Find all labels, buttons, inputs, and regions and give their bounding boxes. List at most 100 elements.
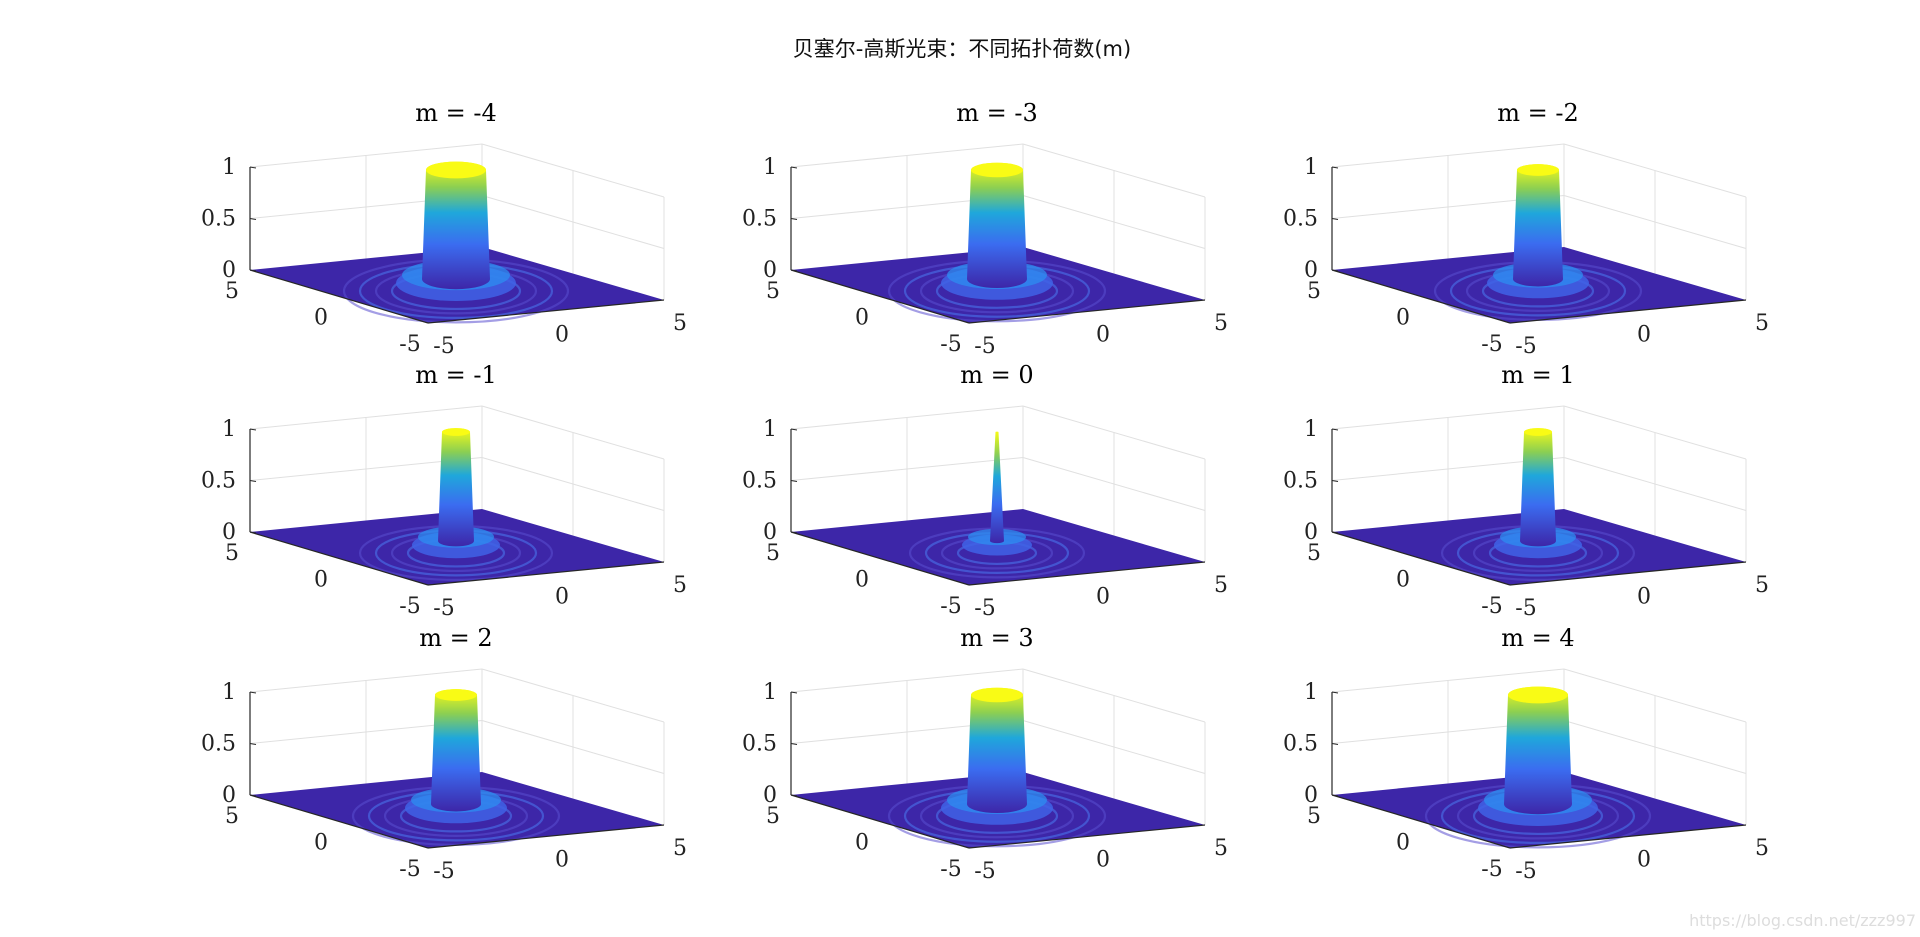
z-tick-mark: [790, 691, 798, 694]
y-tick-label: -5: [940, 857, 961, 882]
surface-peak: [1513, 164, 1563, 287]
subplot-panel: 00.51-505-5 0 5m = 4: [1283, 624, 1769, 884]
subplot-panel: 00.51-505-5 0 5m = -1: [201, 361, 687, 621]
z-tick-label: 0: [222, 520, 236, 545]
z-tick-label: 0.5: [1283, 469, 1318, 494]
x-tick-label: -5: [433, 596, 454, 621]
subplot-panel: 00.51-505-5 0 5m = -3: [742, 99, 1228, 359]
z-tick-label: 0.5: [201, 469, 236, 494]
subplot-panel: 00.51-505-5 0 5m = 1: [1283, 361, 1769, 621]
z-tick-mark: [790, 743, 798, 745]
y-tick-label: 0: [855, 831, 869, 856]
z-tick-mark: [790, 269, 798, 272]
axes-grid: [1331, 405, 1747, 562]
x-tick-label: 5: [1214, 573, 1228, 598]
z-tick-label: 1: [1304, 155, 1318, 180]
subplot-panel: 00.51-505-5 0 5m = 2: [201, 624, 687, 884]
z-tick-label: 0.5: [1283, 207, 1318, 232]
z-tick-mark: [790, 531, 798, 534]
y-tick-label: -5: [1481, 332, 1502, 357]
y-tick-label: 5: [1307, 279, 1321, 304]
x-tick-label: 0: [555, 323, 569, 348]
subplot-panel: 00.51-505-5 0 5m = -2: [1283, 99, 1769, 359]
y-tick-label: -5: [399, 594, 420, 619]
z-tick-mark: [249, 531, 257, 534]
z-tick-mark: [249, 269, 257, 272]
subplot-title: m = 3: [960, 624, 1033, 652]
surface-peak: [422, 161, 490, 290]
x-tick-label: 5: [1755, 311, 1769, 336]
surface-peak: [1520, 428, 1556, 547]
surface-peak-top: [971, 162, 1023, 178]
y-tick-label: 0: [314, 831, 328, 856]
x-tick-label: -5: [1515, 859, 1536, 884]
y-tick-label: -5: [940, 594, 961, 619]
y-tick-label: -5: [1481, 594, 1502, 619]
surface-peak-top: [1517, 164, 1559, 176]
z-tick-mark: [1331, 218, 1339, 220]
surface-peak: [967, 162, 1027, 288]
z-tick-label: 0.5: [1283, 732, 1318, 757]
subplot-panel: 00.51-505-5 0 5m = 3: [742, 624, 1228, 884]
y-axis-line: [249, 794, 429, 849]
y-axis-line: [249, 531, 429, 586]
z-tick-mark: [249, 166, 257, 169]
z-tick-mark: [249, 743, 257, 745]
z-tick-mark: [790, 480, 798, 482]
x-tick-label: -5: [974, 334, 995, 359]
z-tick-label: 0: [1304, 520, 1318, 545]
z-tick-label: 1: [763, 417, 777, 442]
subplot-title: m = 1: [1501, 361, 1574, 389]
x-axis-line: [427, 561, 665, 586]
y-axis-line: [790, 531, 970, 586]
y-tick-label: 5: [1307, 541, 1321, 566]
y-axis-line: [1331, 269, 1511, 324]
x-tick-label: 0: [1096, 848, 1110, 873]
z-tick-label: 0: [222, 258, 236, 283]
y-tick-label: 0: [1396, 306, 1410, 331]
surface-peak-top: [426, 161, 486, 179]
surface-peak-top: [435, 689, 477, 701]
y-axis-line: [790, 794, 970, 849]
y-tick-label: 0: [314, 568, 328, 593]
x-tick-label: 5: [673, 573, 687, 598]
surface-peak-top: [442, 428, 470, 436]
y-tick-label: 5: [766, 541, 780, 566]
watermark-text: https://blog.csdn.net/zzz997: [1689, 911, 1916, 930]
x-axis-line: [968, 824, 1206, 849]
z-tick-label: 0: [1304, 258, 1318, 283]
z-tick-mark: [1331, 166, 1339, 169]
subplot-title: m = -3: [956, 99, 1038, 127]
x-tick-label: -5: [1515, 596, 1536, 621]
subplot-title: m = 0: [960, 361, 1033, 389]
y-axis-line: [1331, 531, 1511, 586]
z-tick-mark: [249, 794, 257, 797]
z-tick-label: 1: [763, 155, 777, 180]
x-tick-label: -5: [974, 596, 995, 621]
z-tick-label: 1: [222, 680, 236, 705]
z-tick-mark: [1331, 428, 1339, 431]
z-tick-mark: [790, 428, 798, 431]
x-tick-label: 5: [673, 311, 687, 336]
subplot-title: m = -2: [1497, 99, 1579, 127]
z-tick-mark: [1331, 691, 1339, 694]
z-tick-mark: [249, 691, 257, 694]
x-tick-label: -5: [433, 334, 454, 359]
x-tick-label: -5: [433, 859, 454, 884]
y-axis-line: [790, 269, 970, 324]
z-tick-mark: [790, 794, 798, 797]
axes-grid: [790, 405, 1206, 562]
y-tick-label: -5: [940, 332, 961, 357]
x-tick-label: 0: [1637, 323, 1651, 348]
surface-peak: [967, 687, 1027, 813]
z-tick-label: 0: [763, 783, 777, 808]
y-tick-label: 0: [855, 568, 869, 593]
z-tick-label: 1: [1304, 417, 1318, 442]
z-tick-mark: [1331, 743, 1339, 745]
figure-title: 贝塞尔-高斯光束：不同拓扑荷数(m): [793, 37, 1131, 61]
y-tick-label: 5: [225, 541, 239, 566]
x-tick-label: 0: [555, 848, 569, 873]
z-tick-label: 0: [1304, 783, 1318, 808]
y-tick-label: -5: [399, 332, 420, 357]
